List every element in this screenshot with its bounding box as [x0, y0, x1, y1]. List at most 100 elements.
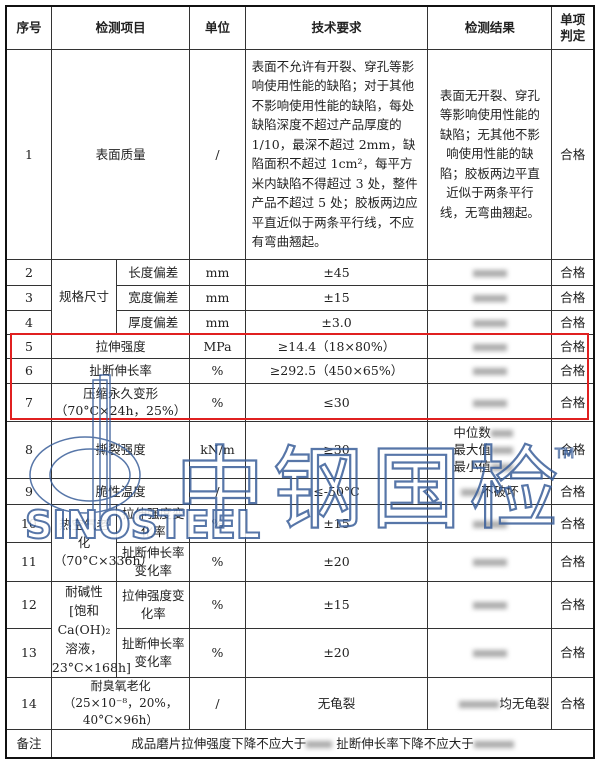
table-row: 10 热空气老化 （70°C×336h） 拉伸强度变化率 % ±15 合格: [5, 503, 595, 582]
row-unit: %: [189, 541, 246, 582]
row-result: [427, 503, 553, 543]
row-item-condition: （25×10⁻⁸，20%，40°C×96h）: [63, 695, 178, 727]
header-requirement: 技术要求: [244, 5, 429, 50]
row-result-text: 均无龟裂: [499, 695, 550, 711]
row-unit: mm: [189, 284, 246, 311]
row-item: 耐臭氧老化 （25×10⁻⁸，20%，40°C×96h）: [50, 676, 191, 730]
row-result: [427, 333, 553, 359]
row-no: 13: [5, 627, 52, 678]
table-row: 14 耐臭氧老化 （25×10⁻⁸，20%，40°C×96h） / 无龟裂 均无龟…: [5, 676, 595, 730]
table-row: 1 表面质量 / 表面不允许有开裂、穿孔等影响使用性能的缺陷；对于其他不影响使用…: [5, 48, 595, 260]
row-judgement: 合格: [551, 333, 595, 359]
row-requirement: ±20: [244, 541, 429, 582]
row-result: [427, 580, 553, 629]
row-no: 12: [5, 580, 52, 629]
row-judgement: 合格: [551, 48, 595, 260]
row-unit: MPa: [189, 333, 246, 359]
header-unit: 单位: [189, 5, 246, 50]
row-judgement: 合格: [551, 477, 595, 505]
row-no: 11: [5, 541, 52, 582]
row-item: 拉伸强度: [50, 333, 191, 359]
row-result: [427, 382, 553, 422]
group-label-line: 热空气老化: [59, 516, 110, 550]
inspection-table: 序号 检测项目 单位 技术要求 检测结果 单项判定 1 表面质量 / 表面不允许…: [5, 5, 595, 759]
row-result: 表面无开裂、穿孔等影响使用性能的缺陷；无其他不影响使用性能的缺陷；胶板两边平直近…: [427, 48, 553, 260]
row-requirement: ±15: [244, 580, 429, 629]
table-row: 8 撕裂强度 kN/m ≥30 中位数 最大值 最小值 合格: [5, 420, 595, 479]
row-item: 压缩永久变形 （70°C×24h，25%）: [50, 382, 191, 422]
row-judgement: 合格: [551, 258, 595, 286]
group-label: 耐碱性 [饱和 Ca(OH)₂ 溶液， 23°C×168h]: [50, 580, 131, 678]
row-item-line: 压缩永久变形: [83, 386, 159, 401]
row-requirement: ±20: [244, 627, 429, 678]
median-label: 中位数: [453, 425, 491, 440]
group-label: 热空气老化 （70°C×336h）: [50, 503, 153, 582]
group-label-line: 23°C×168h]: [51, 659, 131, 675]
header-no: 序号: [5, 5, 52, 50]
row-judgement: 合格: [551, 676, 595, 730]
row-item: 拉伸强度变化率: [116, 503, 191, 543]
row-result: [427, 309, 553, 335]
row-requirement: 无龟裂: [244, 676, 429, 730]
group-label-line: 耐碱性: [65, 583, 103, 599]
row-no: 8: [5, 420, 52, 479]
row-unit: mm: [189, 258, 246, 286]
row-result: 不破坏: [427, 477, 553, 505]
header-judgement: 单项判定: [551, 5, 595, 50]
row-item: 长度偏差: [116, 258, 191, 286]
row-no: 3: [5, 284, 52, 311]
row-item-line: 耐臭氧老化: [90, 678, 151, 693]
note-text-part: 成品磨片拉伸强度下降不应大于: [131, 735, 307, 751]
row-no: 7: [5, 382, 52, 422]
note-label: 备注: [5, 728, 52, 759]
row-no: 2: [5, 258, 52, 286]
group-label-line: 溶液，: [65, 640, 103, 656]
row-requirement: ≥30: [244, 420, 429, 479]
row-requirement: ≥14.4（18×80%）: [244, 333, 429, 359]
row-judgement: 合格: [551, 580, 595, 629]
row-unit: %: [189, 627, 246, 678]
row-result: [427, 258, 553, 286]
group-label-line: [饱和 Ca(OH)₂: [57, 602, 111, 637]
row-result: [427, 284, 553, 311]
row-requirement: ≤30: [244, 382, 429, 422]
header-item: 检测项目: [50, 5, 191, 50]
row-requirement: ≥292.5（450×65%）: [244, 357, 429, 384]
group-label-condition: （70°C×336h）: [53, 552, 153, 568]
row-unit: %: [189, 580, 246, 629]
row-no: 6: [5, 357, 52, 384]
header-result: 检测结果: [427, 5, 553, 50]
row-no: 10: [5, 503, 52, 543]
row-requirement: ±3.0: [244, 309, 429, 335]
row-no: 1: [5, 48, 52, 260]
row-item: 撕裂强度: [50, 420, 191, 479]
row-unit: %: [189, 357, 246, 384]
row-result: [427, 627, 553, 678]
row-no: 14: [5, 676, 52, 730]
row-judgement: 合格: [551, 503, 595, 543]
table-row: 9 脆性温度 / ≤-50°C 不破坏 合格: [5, 477, 595, 505]
row-item: 扯断伸长率: [50, 357, 191, 384]
row-judgement: 合格: [551, 382, 595, 422]
row-item: 厚度偏差: [116, 309, 191, 335]
row-result: 中位数 最大值 最小值: [427, 420, 553, 479]
row-item: 表面质量: [50, 48, 191, 260]
row-judgement: 合格: [551, 420, 595, 479]
row-unit: /: [189, 48, 246, 260]
row-unit: /: [189, 676, 246, 730]
row-unit: %: [189, 382, 246, 422]
note-text-part: 扯断伸长率下降不应大于: [336, 735, 474, 751]
table-row: 13 扯断伸长率变化率 % ±20 合格: [5, 627, 595, 678]
row-judgement: 合格: [551, 284, 595, 311]
row-result: [427, 541, 553, 582]
row-requirement: ≤-50°C: [244, 477, 429, 505]
table-row: 6 扯断伸长率 % ≥292.5（450×65%） 合格: [5, 357, 595, 384]
row-unit: /: [189, 477, 246, 505]
table-row: 12 耐碱性 [饱和 Ca(OH)₂ 溶液， 23°C×168h] 拉伸强度变化率 %…: [5, 580, 595, 678]
row-unit: kN/m: [189, 420, 246, 479]
row-requirement: ±45: [244, 258, 429, 286]
table-row: 2 规格尺寸 长度偏差 mm ±45 合格: [5, 258, 595, 335]
row-item-condition: （70°C×24h，25%）: [54, 403, 187, 418]
row-judgement: 合格: [551, 357, 595, 384]
group-label: 规格尺寸: [50, 258, 118, 335]
